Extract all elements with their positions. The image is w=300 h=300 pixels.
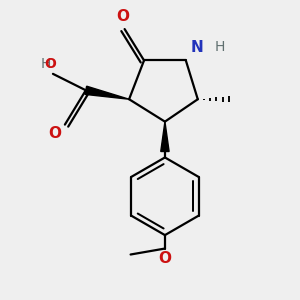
Polygon shape [161, 122, 169, 152]
Text: H: H [214, 40, 225, 54]
Text: O: O [158, 251, 171, 266]
Text: O: O [117, 9, 130, 24]
Text: O: O [44, 58, 56, 71]
Text: H: H [41, 58, 52, 71]
Text: N: N [190, 40, 203, 55]
Text: O: O [48, 126, 61, 141]
Polygon shape [85, 86, 129, 99]
